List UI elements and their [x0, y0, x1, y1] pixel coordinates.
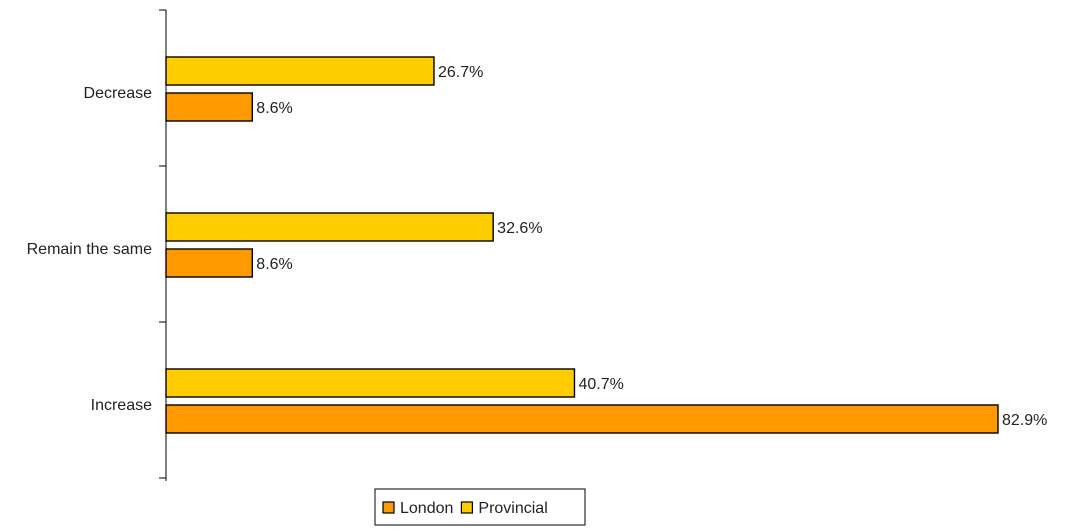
- legend: London Provincial: [374, 488, 586, 526]
- category-label-decrease: Decrease: [84, 85, 153, 102]
- data-label-london-remain-the-same: 8.6%: [256, 256, 292, 273]
- category-label-increase: Increase: [91, 397, 152, 414]
- legend-swatch-london: [382, 501, 395, 514]
- legend-label-london: London: [400, 500, 453, 517]
- labels-layer: Decrease 26.7% 8.6% Remain the same 32.6% 8.6…: [27, 64, 1048, 429]
- data-label-provincial-increase: 40.7%: [578, 376, 623, 393]
- bar-provincial-increase: [165, 368, 576, 398]
- legend-swatch-provincial: [460, 501, 473, 514]
- bars-layer: [165, 56, 999, 434]
- category-label-remain-the-same: Remain the same: [27, 241, 152, 258]
- bar-provincial-remain-the-same: [165, 212, 494, 242]
- data-label-provincial-decrease: 26.7%: [438, 64, 483, 81]
- bar-london-remain-the-same: [165, 248, 254, 278]
- data-label-london-increase: 82.9%: [1002, 412, 1047, 429]
- legend-label-provincial: Provincial: [478, 500, 547, 517]
- bar-provincial-decrease: [165, 56, 435, 86]
- data-label-provincial-remain-the-same: 32.6%: [497, 220, 542, 237]
- legend-box: [374, 488, 586, 526]
- data-label-london-decrease: 8.6%: [256, 100, 292, 117]
- axis-layer: [159, 9, 167, 481]
- bar-london-decrease: [165, 92, 254, 122]
- bar-london-increase: [165, 404, 999, 434]
